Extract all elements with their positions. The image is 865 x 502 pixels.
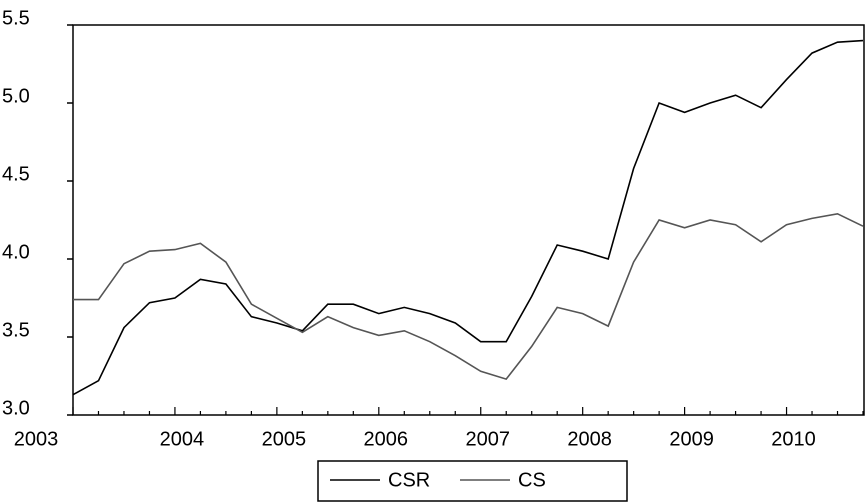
plot-frame: [72, 24, 865, 416]
y-tick-label: 3.5: [2, 319, 30, 341]
x-tick-label: 2004: [160, 428, 205, 450]
x-tick-label: 2008: [567, 428, 612, 450]
x-tick-label: 2006: [364, 428, 409, 450]
series-line: [73, 212, 864, 381]
legend-label: CS: [518, 469, 546, 491]
x-tick-label: 2003: [14, 428, 59, 450]
y-tick-label: 4.0: [2, 241, 30, 263]
legend-label: CSR: [388, 469, 430, 491]
x-tick-label: 2010: [771, 428, 816, 450]
y-tick-label: 5.5: [2, 7, 30, 29]
x-tick-label: 2007: [465, 428, 510, 450]
x-tick-label: 2005: [262, 428, 307, 450]
y-tick-label: 5.0: [2, 85, 30, 107]
series-line: [72, 39, 864, 396]
legend-box: [317, 460, 628, 502]
y-tick-label: 3.0: [2, 397, 30, 419]
y-tick-label: 4.5: [2, 163, 30, 185]
x-tick-label: 2009: [669, 428, 714, 450]
